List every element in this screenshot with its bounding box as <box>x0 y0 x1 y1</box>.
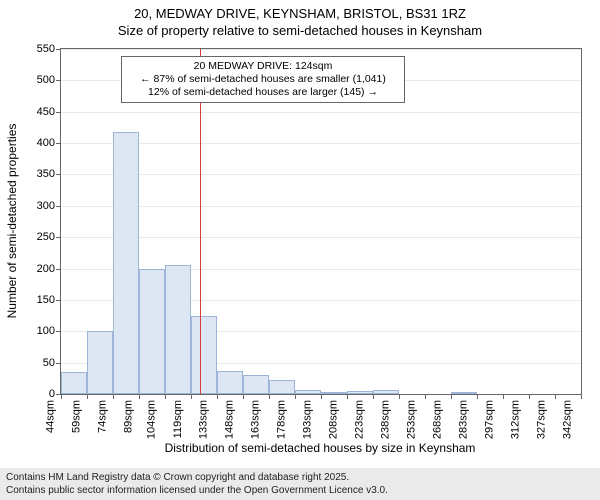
ytick-label: 250 <box>37 231 61 243</box>
xtick-label: 133sqm <box>197 400 209 439</box>
xtick-label: 268sqm <box>431 400 443 439</box>
histogram-bar <box>87 331 113 394</box>
xtick-mark <box>503 394 504 399</box>
xtick-label: 178sqm <box>275 400 287 439</box>
xtick-label: 163sqm <box>249 400 261 439</box>
title-block: 20, MEDWAY DRIVE, KEYNSHAM, BRISTOL, BS3… <box>0 0 600 38</box>
gridline <box>61 112 581 113</box>
xtick-mark <box>399 394 400 399</box>
annotation-box: 20 MEDWAY DRIVE: 124sqm← 87% of semi-det… <box>121 56 405 103</box>
xtick-mark <box>529 394 530 399</box>
xtick-label: 148sqm <box>223 400 235 439</box>
ytick-label: 100 <box>37 325 61 337</box>
x-axis-label: Distribution of semi-detached houses by … <box>165 441 476 455</box>
xtick-mark <box>555 394 556 399</box>
ytick-label: 450 <box>37 106 61 118</box>
gridline <box>61 174 581 175</box>
gridline <box>61 206 581 207</box>
xtick-label: 312sqm <box>509 400 521 439</box>
gridline <box>61 143 581 144</box>
histogram-bar <box>139 269 165 394</box>
ytick-label: 300 <box>37 200 61 212</box>
xtick-mark <box>87 394 88 399</box>
xtick-label: 253sqm <box>405 400 417 439</box>
xtick-mark <box>191 394 192 399</box>
chart-container: 20, MEDWAY DRIVE, KEYNSHAM, BRISTOL, BS3… <box>0 0 600 500</box>
histogram-bar <box>165 265 191 394</box>
xtick-label: 44sqm <box>44 400 56 433</box>
xtick-mark <box>269 394 270 399</box>
gridline <box>61 237 581 238</box>
ytick-label: 150 <box>37 294 61 306</box>
ytick-label: 200 <box>37 263 61 275</box>
annotation-line2: ← 87% of semi-detached houses are smalle… <box>128 73 398 86</box>
ytick-label: 550 <box>37 43 61 55</box>
xtick-label: 223sqm <box>353 400 365 439</box>
xtick-label: 104sqm <box>145 400 157 439</box>
xtick-label: 327sqm <box>535 400 547 439</box>
xtick-mark <box>581 394 582 399</box>
xtick-mark <box>243 394 244 399</box>
xtick-mark <box>139 394 140 399</box>
footer-attribution: Contains HM Land Registry data © Crown c… <box>0 468 600 500</box>
histogram-bar <box>451 392 477 395</box>
xtick-label: 74sqm <box>96 400 108 433</box>
histogram-bar <box>373 390 399 394</box>
xtick-mark <box>373 394 374 399</box>
histogram-bar <box>217 371 243 394</box>
ytick-label: 0 <box>49 388 61 400</box>
histogram-bar <box>269 380 295 394</box>
xtick-mark <box>295 394 296 399</box>
title-line2: Size of property relative to semi-detach… <box>0 23 600 38</box>
xtick-mark <box>321 394 322 399</box>
histogram-bar <box>113 132 139 394</box>
xtick-label: 283sqm <box>457 400 469 439</box>
annotation-line3: 12% of semi-detached houses are larger (… <box>128 86 398 99</box>
footer-line1: Contains HM Land Registry data © Crown c… <box>6 471 594 484</box>
footer-line2: Contains public sector information licen… <box>6 484 594 497</box>
ytick-label: 400 <box>37 137 61 149</box>
xtick-label: 59sqm <box>70 400 82 433</box>
ytick-label: 350 <box>37 168 61 180</box>
histogram-bar <box>347 391 373 394</box>
xtick-label: 238sqm <box>379 400 391 439</box>
xtick-label: 193sqm <box>301 400 313 439</box>
histogram-bar <box>191 316 217 394</box>
xtick-label: 119sqm <box>172 400 184 438</box>
ytick-label: 50 <box>43 357 61 369</box>
annotation-line1: 20 MEDWAY DRIVE: 124sqm <box>128 60 398 73</box>
xtick-mark <box>165 394 166 399</box>
histogram-bar <box>321 392 347 395</box>
histogram-bar <box>295 390 321 394</box>
xtick-label: 208sqm <box>327 400 339 439</box>
xtick-label: 297sqm <box>483 400 495 439</box>
histogram-bar <box>61 372 87 394</box>
xtick-label: 89sqm <box>122 400 134 433</box>
xtick-mark <box>61 394 62 399</box>
xtick-mark <box>477 394 478 399</box>
plot-area: 05010015020025030035040045050055044sqm59… <box>60 48 582 395</box>
gridline <box>61 49 581 50</box>
xtick-mark <box>451 394 452 399</box>
xtick-mark <box>425 394 426 399</box>
title-line1: 20, MEDWAY DRIVE, KEYNSHAM, BRISTOL, BS3… <box>0 6 600 21</box>
histogram-bar <box>243 375 269 394</box>
xtick-mark <box>217 394 218 399</box>
ytick-label: 500 <box>37 74 61 86</box>
xtick-mark <box>347 394 348 399</box>
xtick-mark <box>113 394 114 399</box>
y-axis-label: Number of semi-detached properties <box>5 123 19 318</box>
xtick-label: 342sqm <box>561 400 573 439</box>
